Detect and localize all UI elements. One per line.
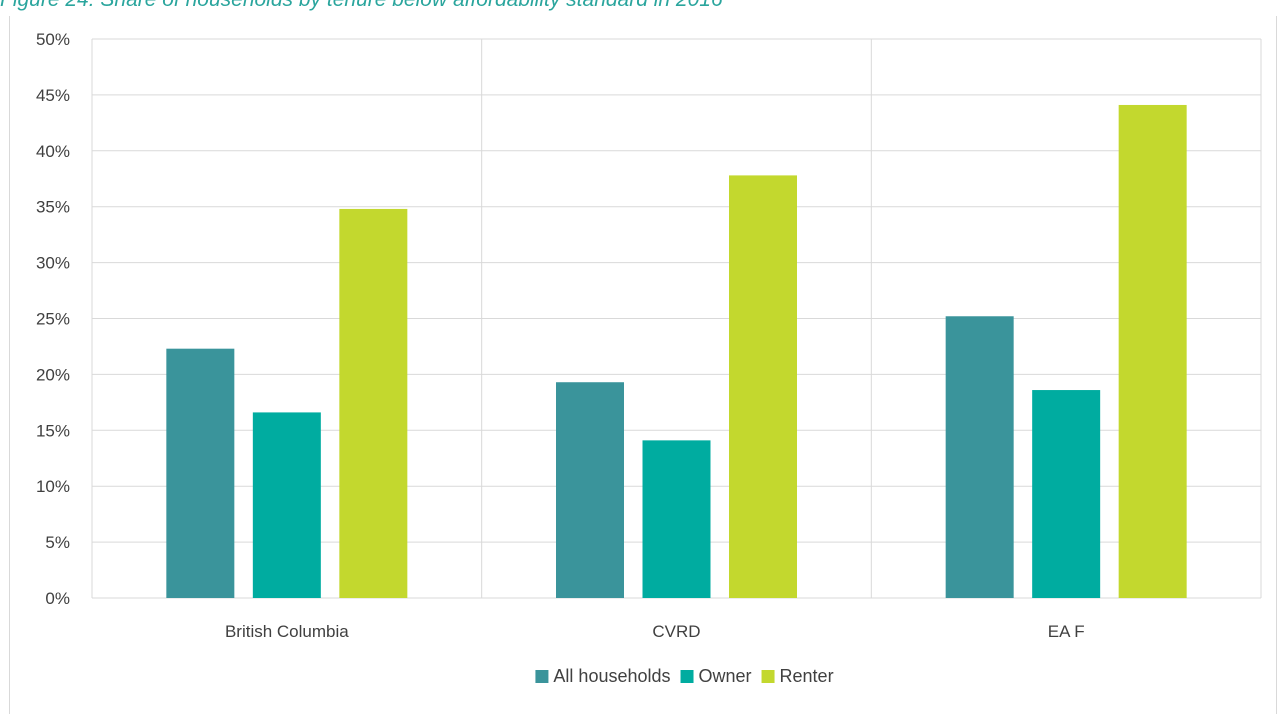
x-category-label: British Columbia [225,622,349,641]
bar-owner-1 [642,440,711,598]
legend-label: Owner [699,666,752,686]
bars [166,104,1187,598]
y-axis-ticks: 0% 5% 10% 15% 20% 25% 30% 35% 40% 45% 50% [36,30,70,608]
y-tick-label: 45% [36,86,70,105]
y-tick-label: 40% [36,142,70,161]
y-tick-label: 0% [45,589,70,608]
y-tick-label: 25% [36,310,70,329]
x-category-label: CVRD [652,622,700,641]
bar-all-households-2 [945,316,1014,598]
bar-renter-2 [1118,104,1187,598]
legend-swatch-all-households [535,670,549,683]
bar-owner-2 [1032,390,1101,598]
y-tick-label: 10% [36,477,70,496]
legend-label: Renter [780,666,834,686]
y-tick-label: 50% [36,30,70,49]
x-category-label: EA F [1048,622,1085,641]
y-tick-label: 15% [36,421,70,440]
legend-swatch-owner [680,670,694,683]
legend-swatch-renter [761,670,775,683]
bar-renter-0 [339,208,408,598]
figure-caption: Figure 24: Share of households by tenure… [0,0,1278,16]
x-axis-categories: British Columbia CVRD EA F [225,622,1085,641]
bar-all-households-1 [556,382,624,598]
bar-owner-0 [252,412,321,598]
y-tick-label: 35% [36,198,70,217]
y-tick-label: 30% [36,254,70,273]
legend: All households Owner Renter [535,666,834,686]
bar-all-households-0 [166,348,235,598]
legend-label: All households [553,666,670,686]
y-tick-label: 20% [36,365,70,384]
chart-frame [9,16,1277,714]
y-tick-label: 5% [45,533,70,552]
bar-renter-1 [729,175,797,598]
